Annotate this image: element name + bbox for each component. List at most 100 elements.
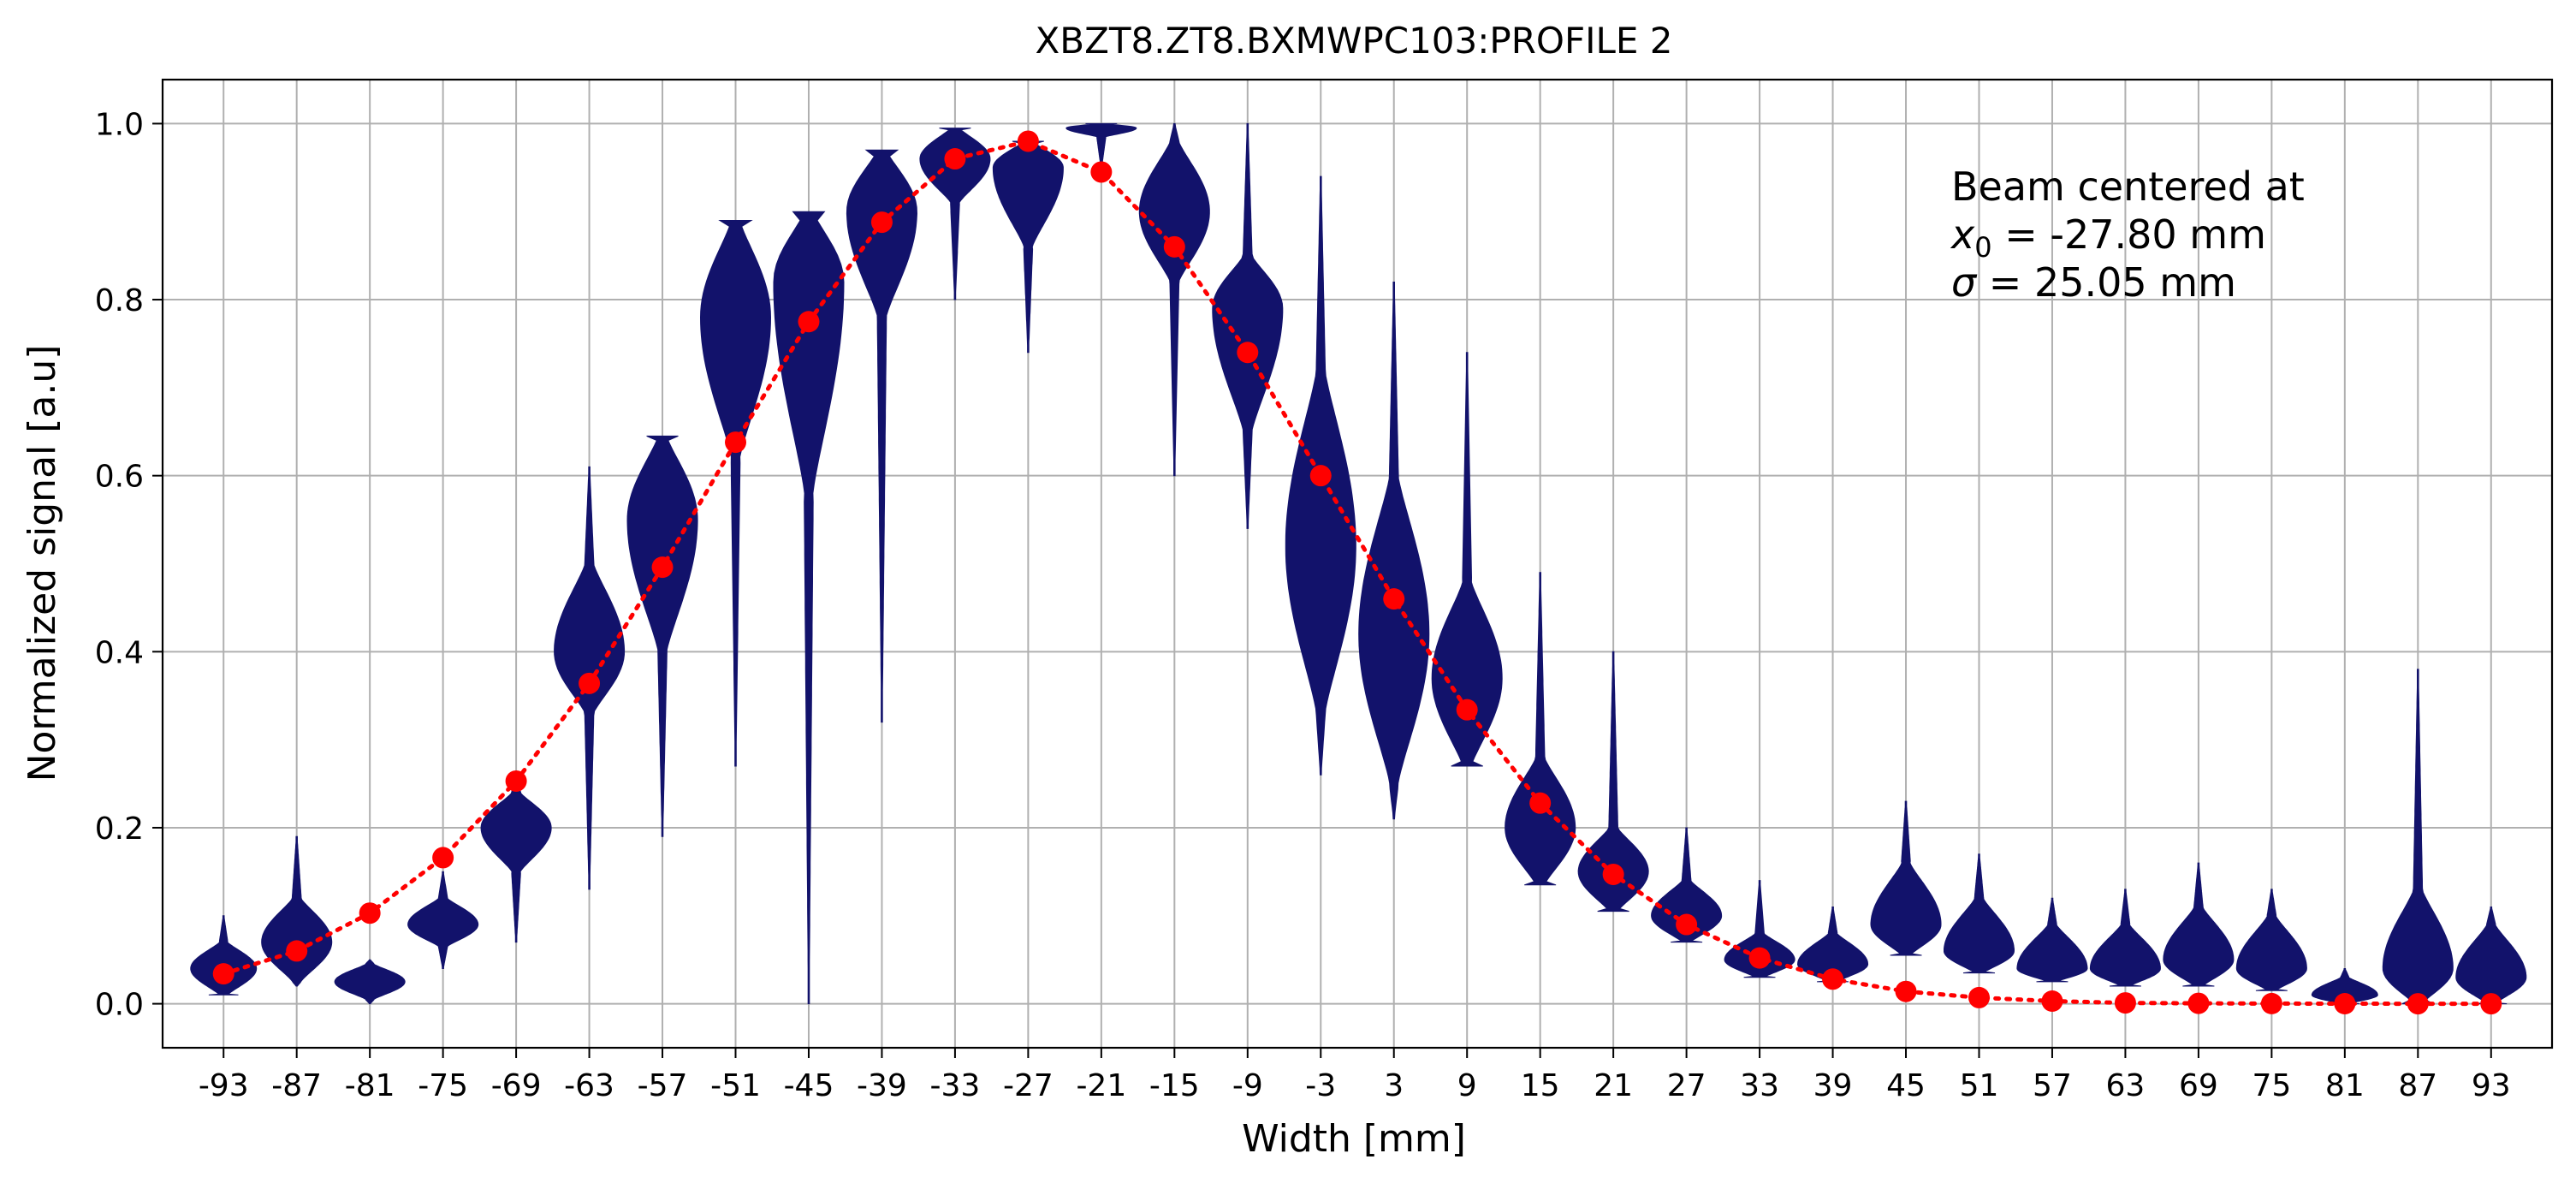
fit-point [1822,968,1844,990]
violin-body [2016,897,2088,983]
violin-body [1065,122,1137,169]
x-tick-label: -27 [1003,1068,1054,1103]
fit-point [1968,986,1990,1008]
x-tick-label: -33 [930,1068,981,1103]
fit-point [1748,947,1771,969]
fit-point [2260,992,2282,1014]
violin-body [1944,853,2015,974]
annotation-x0-value: = -27.80 mm [1992,211,2266,258]
x-tick-label: 27 [1667,1068,1706,1103]
fit-point [286,940,308,962]
fit-point [1895,980,1917,1002]
fit-point [212,963,234,985]
y-tick-label: 0.8 [95,283,144,318]
violin-body [1138,122,1210,477]
violin-body [846,149,918,723]
violin-body [626,435,698,837]
x-tick-label: -39 [857,1068,907,1103]
fit-point [725,431,747,454]
y-axis-label: Normalized signal [a.u] [21,345,64,782]
x-tick-label: 3 [1384,1068,1404,1103]
x-tick-label: -45 [784,1068,834,1103]
annotation-line-2: x0 = -27.80 mm [1950,211,2266,264]
fit-point [1602,863,1624,885]
x-tick-label: 51 [1960,1068,1999,1103]
violin-body [407,871,479,969]
x-axis-label: Width [mm] [1242,1117,1466,1161]
annotation-line-3: σ = 25.05 mm [1951,259,2236,306]
fit-point [944,148,966,170]
fit-point [1383,588,1405,610]
fit-point [798,311,820,333]
violin-body [1505,572,1576,886]
y-tick-label: 1.0 [95,107,144,142]
x-tick-label: 15 [1521,1068,1560,1103]
violin-body [334,959,406,1005]
x-axis-ticks: -93 -87 -81 -75 -69 -63 -57 -51 -45 -39 -33 -27 -21-… [199,1048,2511,1103]
plot-frame [161,78,2554,1049]
fit-point [579,672,601,694]
fit-point [2480,993,2502,1015]
x-tick-label: -21 [1076,1068,1126,1103]
fit-point [2407,993,2429,1015]
violin-body [2382,669,2454,1005]
violin-body [2455,907,2527,1005]
x-tick-label: 81 [2325,1068,2365,1103]
violin-body [1431,352,1503,767]
annotation-sigma-symbol: σ [1951,259,1978,306]
fit-series [212,130,2502,1015]
x-tick-label: -81 [345,1068,395,1103]
fit-point [2334,992,2356,1014]
violin-body [1796,907,1869,983]
violin-body [2089,889,2161,987]
violin-body [992,140,1064,354]
y-tick-label: 0.0 [95,988,144,1023]
fit-point [870,211,893,234]
violin-body [2235,889,2307,991]
fit-line [221,139,2494,1007]
fit-point [651,556,674,579]
x-tick-label: -75 [418,1068,468,1103]
annotation: Beam centered at x0 = -27.80 mm σ = 25.0… [1950,163,2305,306]
fit-point [359,902,381,924]
y-axis-ticks: 0.0 0.2 0.4 0.6 0.8 1.0 [95,107,163,1023]
x-tick-label: 9 [1457,1068,1477,1103]
fit-point [432,847,454,869]
x-tick-label: 69 [2179,1068,2218,1103]
violin-body [1577,651,1649,913]
x-tick-label: 75 [2252,1068,2291,1103]
x-tick-label: -87 [271,1068,322,1103]
annotation-sigma-value: = 25.05 mm [1976,259,2236,306]
fit-point [1676,913,1698,936]
x-tick-label: -93 [199,1068,249,1103]
x-tick-label: -15 [1149,1068,1200,1103]
x-tick-label: 93 [2472,1068,2511,1103]
annotation-x-subscript: 0 [1974,231,1991,264]
fit-point [1237,342,1259,364]
fit-point [2041,990,2063,1013]
x-tick-label: -57 [638,1068,688,1103]
x-tick-label: 45 [1886,1068,1926,1103]
x-tick-label: 63 [2106,1068,2146,1103]
violin-body [699,220,772,767]
x-tick-label: 57 [2033,1068,2072,1103]
x-tick-label: -63 [564,1068,614,1103]
violin-body [919,128,991,300]
fit-point [1163,235,1185,258]
violin-body [190,915,258,996]
x-tick-label: 39 [1813,1068,1853,1103]
violin-body [2311,968,2378,1005]
x-tick-label: 87 [2398,1068,2437,1103]
y-tick-label: 0.2 [95,811,144,847]
fit-point [1529,792,1552,814]
violin-body [261,835,333,987]
violin-body [1870,800,1942,956]
violin-body [2163,862,2235,987]
violin-body [773,211,845,1005]
y-tick-label: 0.6 [95,460,144,495]
x-tick-label: -3 [1305,1068,1336,1103]
fit-point [2114,992,2136,1014]
x-tick-label: 21 [1594,1068,1633,1103]
x-tick-label: -69 [491,1068,542,1103]
annotation-line-1: Beam centered at [1951,163,2305,210]
